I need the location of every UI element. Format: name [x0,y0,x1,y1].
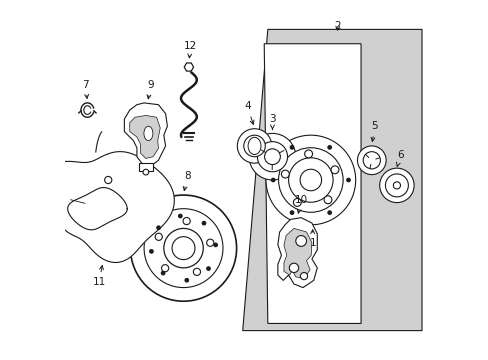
Circle shape [183,217,190,225]
Circle shape [290,145,293,149]
Circle shape [281,170,289,178]
Circle shape [385,174,407,197]
Text: 2: 2 [334,21,340,31]
Text: 12: 12 [183,41,197,58]
Circle shape [327,145,331,149]
Circle shape [300,273,307,280]
Polygon shape [277,218,317,288]
Circle shape [244,135,265,157]
Circle shape [142,169,148,175]
Circle shape [155,233,162,240]
Text: 7: 7 [82,80,89,98]
Circle shape [149,249,153,253]
Circle shape [163,228,203,268]
Text: 3: 3 [268,114,275,130]
Text: 5: 5 [370,121,377,141]
Circle shape [104,176,112,184]
Text: 9: 9 [147,80,154,99]
Polygon shape [284,228,311,279]
Circle shape [271,178,274,182]
Circle shape [357,146,386,175]
Polygon shape [43,152,174,262]
Circle shape [161,271,164,275]
Text: 4: 4 [244,102,253,124]
Text: 10: 10 [294,195,307,213]
Circle shape [290,211,293,215]
Circle shape [213,243,217,247]
Polygon shape [129,116,160,158]
Text: 8: 8 [183,171,190,190]
Circle shape [193,268,200,275]
Circle shape [288,158,332,202]
Circle shape [278,148,343,212]
Circle shape [202,221,205,225]
Polygon shape [242,30,421,330]
Text: 11: 11 [92,266,106,287]
Circle shape [130,195,236,301]
Circle shape [161,265,168,272]
Circle shape [300,169,321,191]
Circle shape [206,267,210,270]
Ellipse shape [247,137,261,154]
Circle shape [257,141,287,172]
Polygon shape [184,63,193,71]
Circle shape [289,263,298,273]
Circle shape [324,196,331,204]
Polygon shape [264,44,360,323]
Circle shape [144,209,223,288]
Polygon shape [139,163,153,171]
Circle shape [304,150,312,158]
Circle shape [172,237,195,260]
Circle shape [264,149,280,165]
Circle shape [206,239,213,246]
Circle shape [327,211,331,215]
Circle shape [363,152,380,169]
Circle shape [157,226,160,229]
Ellipse shape [143,126,153,140]
Circle shape [379,168,413,203]
Circle shape [293,198,301,206]
Circle shape [178,214,182,218]
Polygon shape [124,103,167,166]
Circle shape [346,178,349,182]
Circle shape [295,235,306,246]
Text: 1: 1 [309,230,315,248]
Circle shape [330,166,338,174]
Circle shape [265,135,355,225]
Circle shape [249,134,295,180]
Circle shape [237,129,271,163]
Circle shape [184,278,188,282]
Circle shape [392,182,400,189]
Text: 6: 6 [396,150,403,166]
